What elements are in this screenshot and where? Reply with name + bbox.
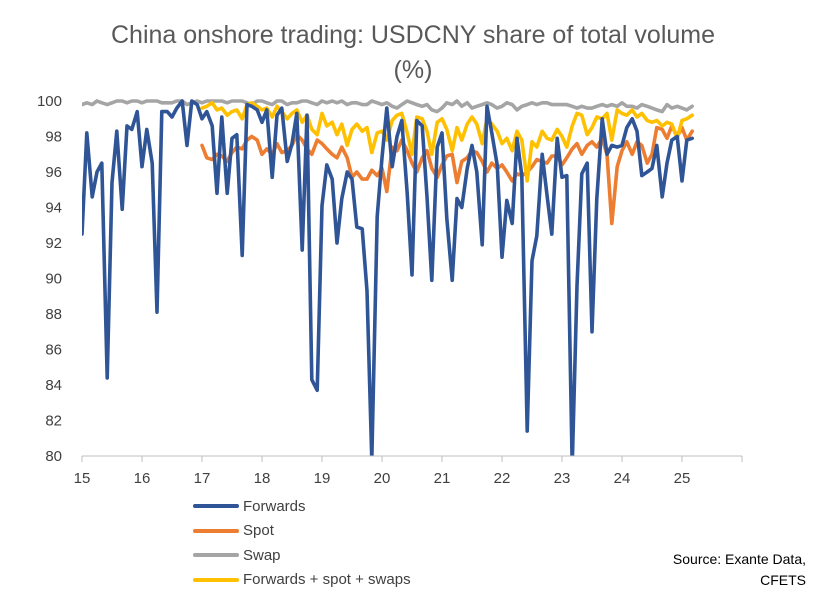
series-layer bbox=[82, 101, 692, 467]
legend-item-swap: Swap bbox=[193, 543, 411, 568]
y-tick-label: 92 bbox=[45, 235, 62, 252]
y-tick-label: 96 bbox=[45, 164, 62, 181]
legend-item-total: Forwards + spot + swaps bbox=[193, 568, 411, 592]
x-tick-label: 17 bbox=[194, 470, 211, 487]
y-tick-label: 94 bbox=[45, 200, 62, 217]
x-tick-label: 21 bbox=[434, 470, 451, 487]
x-tick-label: 19 bbox=[314, 470, 331, 487]
x-tick-label: 23 bbox=[554, 470, 571, 487]
y-tick-label: 80 bbox=[45, 448, 62, 465]
source-line-1: Source: Exante Data, bbox=[673, 549, 806, 570]
legend-label-forwards: Forwards bbox=[243, 498, 306, 515]
y-tick-label: 82 bbox=[45, 413, 62, 430]
y-tick-label: 100 bbox=[37, 93, 62, 110]
legend-swatch-spot bbox=[193, 529, 239, 533]
legend-item-spot: Spot bbox=[193, 519, 411, 544]
legend-label-swap: Swap bbox=[243, 547, 281, 564]
legend-swatch-total bbox=[193, 578, 239, 582]
x-tick-label: 16 bbox=[134, 470, 151, 487]
source-line-2: CFETS bbox=[673, 570, 806, 591]
legend-swatch-forwards bbox=[193, 504, 239, 508]
x-tick-label: 15 bbox=[74, 470, 91, 487]
legend-label-total: Forwards + spot + swaps bbox=[243, 571, 411, 588]
x-tick-label: 20 bbox=[374, 470, 391, 487]
legend-label-spot: Spot bbox=[243, 522, 274, 539]
y-tick-label: 90 bbox=[45, 271, 62, 288]
legend-swatch-swap bbox=[193, 553, 239, 557]
x-tick-label: 18 bbox=[254, 470, 271, 487]
legend-item-forwards: Forwards bbox=[193, 494, 411, 519]
y-tick-label: 88 bbox=[45, 306, 62, 323]
x-tick-label: 25 bbox=[674, 470, 691, 487]
y-tick-label: 86 bbox=[45, 342, 62, 359]
y-tick-label: 98 bbox=[45, 129, 62, 146]
source-note: Source: Exante Data, CFETS bbox=[673, 549, 806, 591]
x-tick-label: 22 bbox=[494, 470, 511, 487]
x-tick-label: 24 bbox=[614, 470, 631, 487]
y-tick-label: 84 bbox=[45, 377, 62, 394]
legend: Forwards Spot Swap Forwards + spot + swa… bbox=[193, 494, 411, 592]
series-line-forwards bbox=[82, 101, 692, 467]
